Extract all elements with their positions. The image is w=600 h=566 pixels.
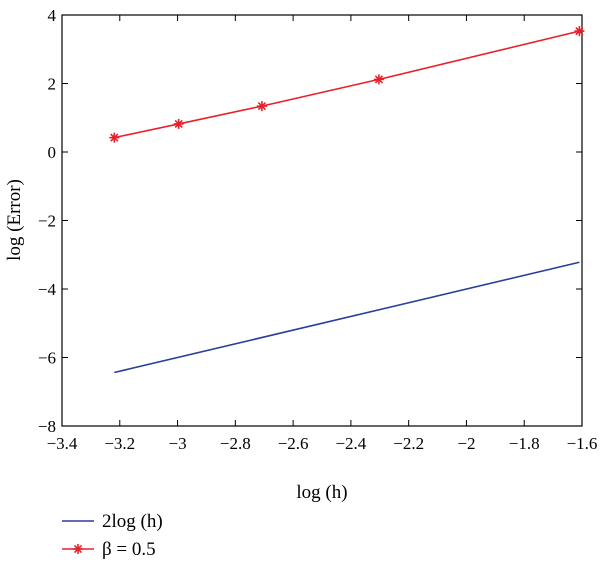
data-point <box>256 101 267 112</box>
legend: 2log (h) β = 0.5 <box>62 511 163 560</box>
x-tick-label: −2.4 <box>335 434 366 453</box>
series-line-1 <box>114 30 580 139</box>
data-point <box>173 118 184 129</box>
y-tick-label: −4 <box>38 280 57 299</box>
y-tick-label: 0 <box>48 143 57 162</box>
plot-border <box>61 14 583 427</box>
y-tick-label: 2 <box>48 75 57 94</box>
x-axis: −3.4 −3.2 −3 −2.8 −2.6 −2.4 −2.2 −2 −1.8 −1.6 <box>47 15 598 453</box>
x-tick-label: −1.6 <box>567 434 598 453</box>
x-tick-label: −3.2 <box>104 434 135 453</box>
legend-label: 2log (h) <box>102 511 163 532</box>
plot-frame <box>61 14 583 427</box>
data-point <box>373 74 384 85</box>
legend-label: β = 0.5 <box>102 539 156 560</box>
y-tick-label: −2 <box>38 212 56 231</box>
x-tick-label: −2.2 <box>393 434 424 453</box>
series-line-0 <box>114 261 580 374</box>
data-point <box>574 26 585 37</box>
legend-entry-1: β = 0.5 <box>62 539 156 560</box>
x-tick-label: −3 <box>169 434 187 453</box>
x-tick-label: −3.4 <box>47 434 78 453</box>
x-tick-label: −2.6 <box>278 434 309 453</box>
data-point <box>109 132 120 143</box>
y-tick-label: −6 <box>38 349 56 368</box>
y-tick-label: 4 <box>48 6 57 25</box>
x-tick-label: −2.8 <box>220 434 251 453</box>
legend-entry-0: 2log (h) <box>62 511 163 532</box>
x-axis-label: log (h) <box>296 482 347 503</box>
y-tick-label: −8 <box>38 417 56 436</box>
data-point <box>73 544 83 554</box>
x-tick-label: −2 <box>457 434 475 453</box>
x-tick-label: −1.8 <box>509 434 540 453</box>
y-axis: −8 −6 −4 −2 0 2 4 <box>38 6 582 436</box>
series-layer <box>109 26 585 374</box>
y-axis-label: log (Error) <box>4 179 25 261</box>
